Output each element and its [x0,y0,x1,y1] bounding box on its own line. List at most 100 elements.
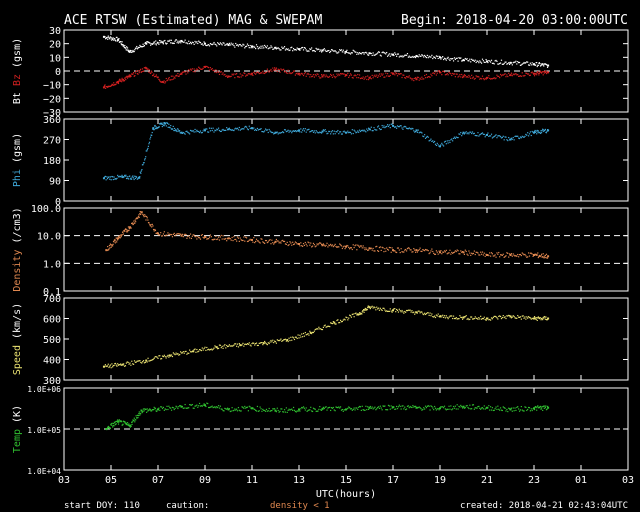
data-sample [299,49,301,51]
data-sample [474,407,476,409]
data-sample [469,404,471,406]
data-sample [480,408,482,410]
data-sample [393,308,395,310]
data-sample [419,77,421,79]
data-sample [179,132,181,134]
data-sample [384,405,386,407]
data-sample [152,409,154,411]
data-sample [310,130,312,133]
data-sample [190,237,193,240]
data-sample [355,75,357,77]
data-sample [266,241,268,244]
data-sample [490,319,492,321]
data-sample [155,40,157,42]
data-sample [236,343,239,345]
data-sample [516,74,518,76]
data-sample [450,58,452,60]
data-sample [236,44,238,46]
data-sample [463,59,466,62]
data-sample [387,75,390,77]
data-sample [259,242,261,244]
data-sample [362,310,364,312]
data-sample [380,128,382,130]
data-sample [484,255,486,257]
data-sample [128,49,130,52]
data-sample [169,127,171,129]
data-sample [319,242,321,244]
data-sample [471,77,474,79]
data-sample [438,315,440,318]
data-sample [317,410,319,412]
data-sample [241,406,243,408]
data-sample [256,127,259,130]
data-sample [457,136,459,139]
data-sample [138,46,140,48]
data-sample [474,77,476,80]
data-sample [391,123,393,125]
data-sample [465,405,467,407]
data-sample [255,47,257,50]
data-sample [418,406,420,408]
data-point [164,122,167,125]
data-sample [429,76,431,78]
data-sample [199,41,202,44]
data-sample [537,131,539,133]
data-sample [430,315,432,317]
data-sample [508,314,510,317]
data-sample [346,74,348,76]
data-sample [314,74,316,76]
y-tick-label: 400 [43,356,61,367]
data-point [392,72,394,75]
data-sample [233,344,235,346]
data-sample [388,124,390,126]
data-sample [377,76,379,79]
data-sample [206,238,208,240]
data-sample [350,133,353,135]
data-sample [542,256,544,258]
data-point [180,405,183,408]
data-point [547,406,550,409]
data-sample [414,313,416,315]
data-sample [453,57,456,59]
data-sample [122,176,124,178]
data-sample [499,315,502,318]
data-sample [320,409,322,411]
y-tick-label: 360 [43,115,61,126]
data-sample [482,133,484,135]
data-sample [303,73,306,75]
data-sample [231,129,233,131]
data-sample [121,77,123,79]
data-sample [502,406,504,408]
data-sample [246,240,249,243]
data-sample [408,407,410,409]
data-sample [111,37,113,40]
data-sample [232,129,234,131]
data-sample [116,81,119,83]
data-sample [134,75,136,77]
data-sample [443,71,446,73]
data-sample [260,45,262,47]
data-sample [106,249,108,252]
data-sample [208,349,211,351]
data-sample [299,410,301,412]
y-tick-label: 100.0 [31,204,61,215]
data-sample [315,245,317,247]
data-sample [454,405,456,407]
data-sample [155,232,157,235]
data-sample [522,253,524,255]
data-sample [178,41,180,43]
data-sample [130,177,132,179]
data-sample [273,132,276,135]
data-point [415,78,418,81]
data-sample [146,217,148,219]
data-sample [311,130,314,132]
data-sample [508,63,511,66]
data-sample [203,403,205,405]
data-sample [264,130,266,132]
data-sample [358,312,361,314]
data-sample [442,314,444,316]
data-sample [351,409,353,411]
data-sample [494,408,496,410]
data-sample [502,314,504,317]
data-sample [393,406,395,408]
